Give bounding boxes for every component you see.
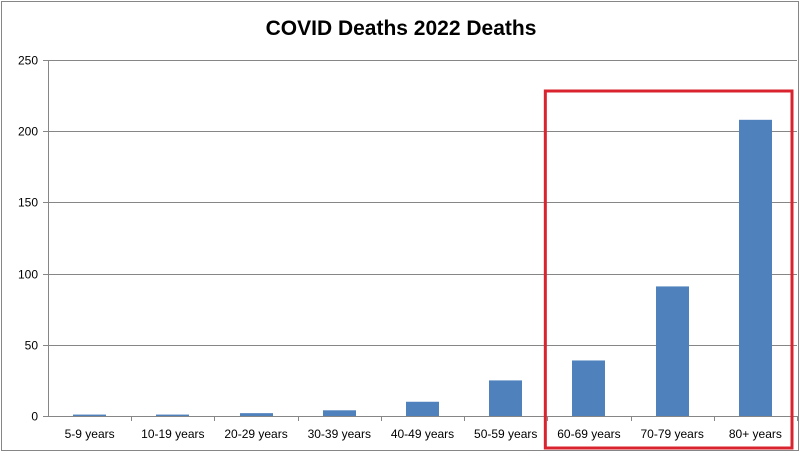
bar-40-49-years xyxy=(406,401,439,416)
bar-10-19-years xyxy=(156,414,189,416)
x-tick-label: 30-39 years xyxy=(308,427,371,441)
bar-80-years xyxy=(739,119,772,417)
bar-5-9-years xyxy=(73,414,106,416)
x-tick-label: 5-9 years xyxy=(65,427,115,441)
x-tick-label: 10-19 years xyxy=(141,427,204,441)
y-tick-label: 100 xyxy=(18,268,38,282)
chart-title: COVID Deaths 2022 Deaths xyxy=(265,17,537,40)
y-tick-label: 200 xyxy=(18,125,38,139)
bar-30-39-years xyxy=(323,410,356,416)
y-tick-label: 50 xyxy=(25,339,39,353)
highlight-group xyxy=(543,89,794,450)
x-tick-label: 80+ years xyxy=(729,427,782,441)
y-tick-label: 0 xyxy=(31,410,38,424)
bar-60-69-years xyxy=(572,360,605,416)
x-tick-label: 20-29 years xyxy=(224,427,287,441)
x-tick-label: 70-79 years xyxy=(640,427,703,441)
gridlines xyxy=(48,60,797,346)
x-tick-label: 60-69 years xyxy=(557,427,620,441)
axes xyxy=(43,60,798,421)
x-tick-labels: 5-9 years 10-19 years 20-29 years 30-39 yea… xyxy=(65,427,782,441)
bar-20-29-years xyxy=(240,413,273,416)
x-tick-label: 50-59 years xyxy=(474,427,537,441)
y-tick-labels: 0 50 100 150 200 250 xyxy=(18,54,38,424)
bar-70-79-years xyxy=(656,286,689,416)
y-tick-label: 150 xyxy=(18,196,38,210)
bars xyxy=(73,119,772,417)
bar-50-59-years xyxy=(489,380,522,416)
y-tick-label: 250 xyxy=(18,54,38,68)
highlight-box xyxy=(543,89,794,450)
x-tick-label: 40-49 years xyxy=(391,427,454,441)
